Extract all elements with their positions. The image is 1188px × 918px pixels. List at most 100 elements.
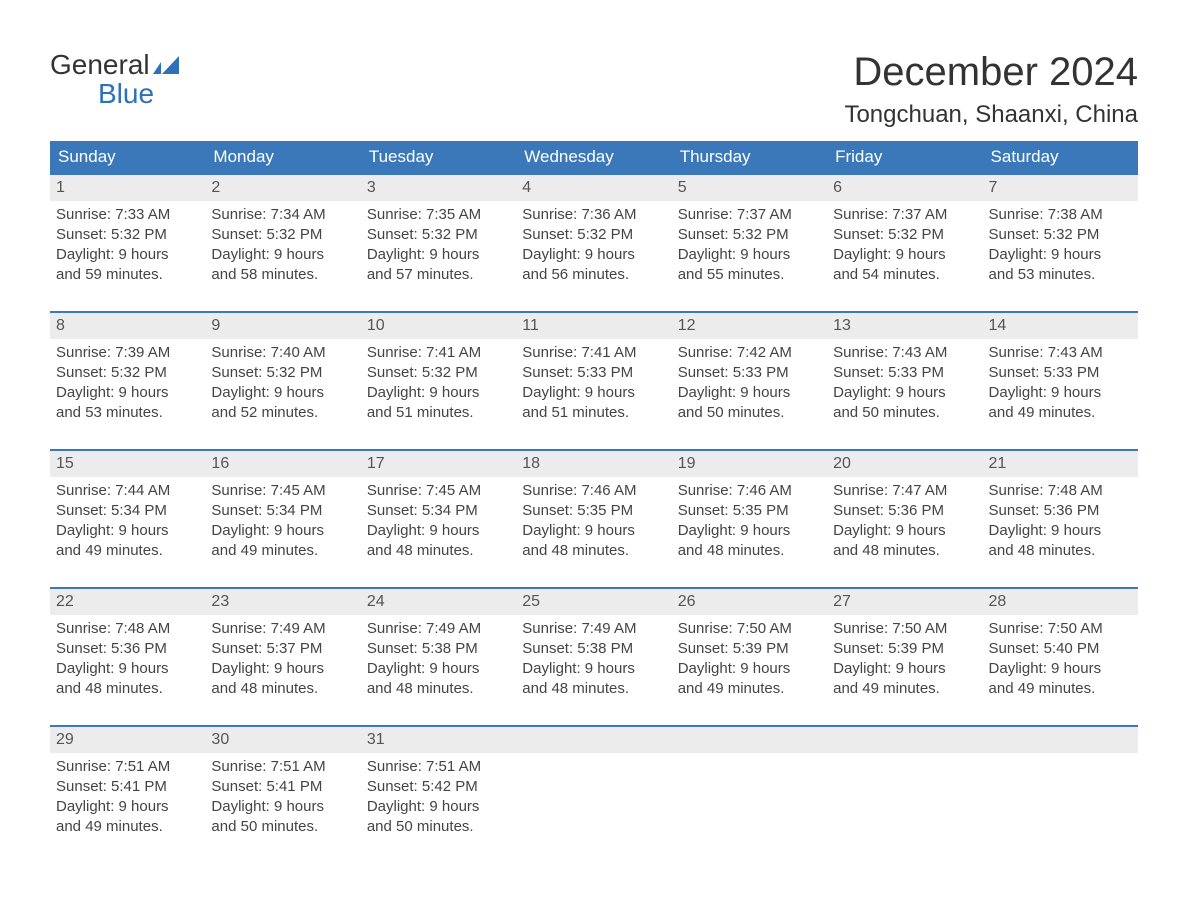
day-daylight1: Daylight: 9 hours [833, 383, 976, 403]
day-daylight1: Daylight: 9 hours [522, 521, 665, 541]
day-sunset: Sunset: 5:33 PM [522, 363, 665, 383]
day-daylight2: and 48 minutes. [211, 679, 354, 699]
day-number: 23 [205, 589, 360, 615]
day-daylight2: and 49 minutes. [989, 679, 1132, 699]
day-daylight1: Daylight: 9 hours [211, 245, 354, 265]
day-daylight2: and 58 minutes. [211, 265, 354, 285]
day-sunset: Sunset: 5:38 PM [367, 639, 510, 659]
day-sunrise: Sunrise: 7:46 AM [678, 481, 821, 501]
day-cell: 31Sunrise: 7:51 AMSunset: 5:42 PMDayligh… [361, 727, 516, 847]
day-cell: 5Sunrise: 7:37 AMSunset: 5:32 PMDaylight… [672, 175, 827, 295]
day-daylight2: and 48 minutes. [56, 679, 199, 699]
day-sunrise: Sunrise: 7:36 AM [522, 205, 665, 225]
day-sunset: Sunset: 5:40 PM [989, 639, 1132, 659]
day-daylight1: Daylight: 9 hours [989, 245, 1132, 265]
day-daylight1: Daylight: 9 hours [56, 797, 199, 817]
day-sunrise: Sunrise: 7:51 AM [367, 757, 510, 777]
day-info: Sunrise: 7:34 AMSunset: 5:32 PMDaylight:… [205, 201, 360, 294]
day-sunset: Sunset: 5:38 PM [522, 639, 665, 659]
day-number: 21 [983, 451, 1138, 477]
day-info: Sunrise: 7:37 AMSunset: 5:32 PMDaylight:… [827, 201, 982, 294]
day-sunrise: Sunrise: 7:40 AM [211, 343, 354, 363]
day-cell [672, 727, 827, 847]
day-sunset: Sunset: 5:39 PM [678, 639, 821, 659]
day-sunset: Sunset: 5:32 PM [833, 225, 976, 245]
day-sunset: Sunset: 5:36 PM [833, 501, 976, 521]
day-daylight1: Daylight: 9 hours [367, 521, 510, 541]
day-daylight1: Daylight: 9 hours [833, 521, 976, 541]
day-info: Sunrise: 7:38 AMSunset: 5:32 PMDaylight:… [983, 201, 1138, 294]
weeks-container: 1Sunrise: 7:33 AMSunset: 5:32 PMDaylight… [50, 173, 1138, 847]
day-cell: 10Sunrise: 7:41 AMSunset: 5:32 PMDayligh… [361, 313, 516, 433]
day-sunset: Sunset: 5:36 PM [56, 639, 199, 659]
day-daylight1: Daylight: 9 hours [833, 659, 976, 679]
day-sunrise: Sunrise: 7:41 AM [522, 343, 665, 363]
day-daylight2: and 48 minutes. [522, 679, 665, 699]
week-row: 22Sunrise: 7:48 AMSunset: 5:36 PMDayligh… [50, 587, 1138, 709]
day-sunset: Sunset: 5:33 PM [833, 363, 976, 383]
day-daylight1: Daylight: 9 hours [522, 245, 665, 265]
day-sunset: Sunset: 5:36 PM [989, 501, 1132, 521]
day-sunset: Sunset: 5:32 PM [367, 363, 510, 383]
day-sunrise: Sunrise: 7:51 AM [211, 757, 354, 777]
day-sunrise: Sunrise: 7:50 AM [678, 619, 821, 639]
day-daylight1: Daylight: 9 hours [678, 383, 821, 403]
day-number: 6 [827, 175, 982, 201]
day-info: Sunrise: 7:35 AMSunset: 5:32 PMDaylight:… [361, 201, 516, 294]
day-cell: 3Sunrise: 7:35 AMSunset: 5:32 PMDaylight… [361, 175, 516, 295]
day-daylight2: and 51 minutes. [367, 403, 510, 423]
day-info: Sunrise: 7:48 AMSunset: 5:36 PMDaylight:… [50, 615, 205, 708]
day-daylight2: and 48 minutes. [367, 679, 510, 699]
day-number: 13 [827, 313, 982, 339]
day-daylight2: and 53 minutes. [56, 403, 199, 423]
day-number: 7 [983, 175, 1138, 201]
day-sunset: Sunset: 5:37 PM [211, 639, 354, 659]
day-sunset: Sunset: 5:32 PM [522, 225, 665, 245]
day-daylight1: Daylight: 9 hours [367, 659, 510, 679]
day-sunrise: Sunrise: 7:49 AM [522, 619, 665, 639]
day-cell [827, 727, 982, 847]
day-sunrise: Sunrise: 7:45 AM [211, 481, 354, 501]
day-daylight2: and 55 minutes. [678, 265, 821, 285]
day-sunrise: Sunrise: 7:45 AM [367, 481, 510, 501]
day-sunrise: Sunrise: 7:50 AM [989, 619, 1132, 639]
day-number: 9 [205, 313, 360, 339]
day-number: 26 [672, 589, 827, 615]
day-number: 5 [672, 175, 827, 201]
day-sunrise: Sunrise: 7:43 AM [989, 343, 1132, 363]
day-sunset: Sunset: 5:39 PM [833, 639, 976, 659]
day-cell: 23Sunrise: 7:49 AMSunset: 5:37 PMDayligh… [205, 589, 360, 709]
day-daylight2: and 48 minutes. [522, 541, 665, 561]
day-daylight1: Daylight: 9 hours [211, 659, 354, 679]
day-cell: 18Sunrise: 7:46 AMSunset: 5:35 PMDayligh… [516, 451, 671, 571]
day-sunset: Sunset: 5:35 PM [678, 501, 821, 521]
day-sunset: Sunset: 5:32 PM [367, 225, 510, 245]
logo-line1: General [50, 50, 179, 79]
day-info: Sunrise: 7:44 AMSunset: 5:34 PMDaylight:… [50, 477, 205, 570]
day-info: Sunrise: 7:46 AMSunset: 5:35 PMDaylight:… [672, 477, 827, 570]
logo-text-blue: Blue [50, 79, 179, 108]
day-sunrise: Sunrise: 7:44 AM [56, 481, 199, 501]
day-daylight1: Daylight: 9 hours [211, 521, 354, 541]
day-number: 8 [50, 313, 205, 339]
week-row: 15Sunrise: 7:44 AMSunset: 5:34 PMDayligh… [50, 449, 1138, 571]
day-cell: 21Sunrise: 7:48 AMSunset: 5:36 PMDayligh… [983, 451, 1138, 571]
day-number: 20 [827, 451, 982, 477]
day-cell: 11Sunrise: 7:41 AMSunset: 5:33 PMDayligh… [516, 313, 671, 433]
weekday-header: Wednesday [516, 141, 671, 173]
day-daylight2: and 49 minutes. [833, 679, 976, 699]
calendar: SundayMondayTuesdayWednesdayThursdayFrid… [50, 141, 1138, 847]
day-number: 28 [983, 589, 1138, 615]
day-number-empty [672, 727, 827, 753]
day-cell: 12Sunrise: 7:42 AMSunset: 5:33 PMDayligh… [672, 313, 827, 433]
day-daylight2: and 49 minutes. [56, 541, 199, 561]
day-sunrise: Sunrise: 7:43 AM [833, 343, 976, 363]
day-number: 15 [50, 451, 205, 477]
day-sunset: Sunset: 5:34 PM [211, 501, 354, 521]
day-sunrise: Sunrise: 7:38 AM [989, 205, 1132, 225]
day-info: Sunrise: 7:51 AMSunset: 5:42 PMDaylight:… [361, 753, 516, 846]
day-cell: 9Sunrise: 7:40 AMSunset: 5:32 PMDaylight… [205, 313, 360, 433]
day-number: 18 [516, 451, 671, 477]
day-cell: 2Sunrise: 7:34 AMSunset: 5:32 PMDaylight… [205, 175, 360, 295]
day-daylight2: and 53 minutes. [989, 265, 1132, 285]
